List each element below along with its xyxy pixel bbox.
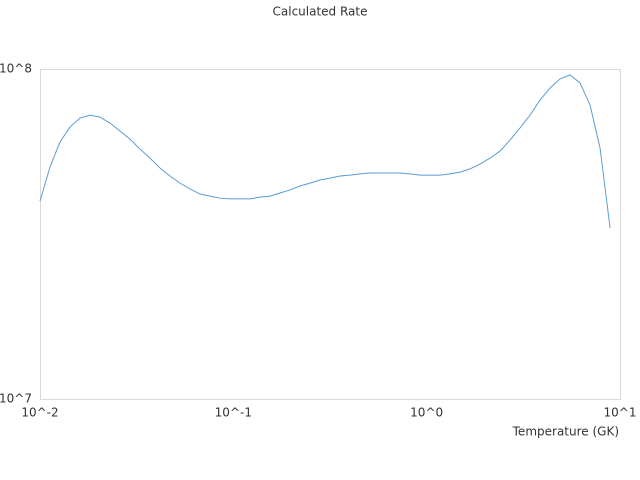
- x-tick-label: 10^0: [410, 406, 443, 420]
- y-tick-label: 10^7: [0, 392, 32, 406]
- x-tick-label: 10^1: [604, 406, 637, 420]
- x-axis-label: Temperature (GK): [512, 425, 619, 439]
- chart-title: Calculated Rate: [273, 5, 368, 19]
- plot-frame: [40, 69, 621, 400]
- data-line: [39, 74, 611, 228]
- y-tick-label: 10^8: [0, 62, 32, 76]
- x-tick-label: 10^-1: [215, 406, 252, 420]
- x-tick-label: 10^-2: [21, 406, 58, 420]
